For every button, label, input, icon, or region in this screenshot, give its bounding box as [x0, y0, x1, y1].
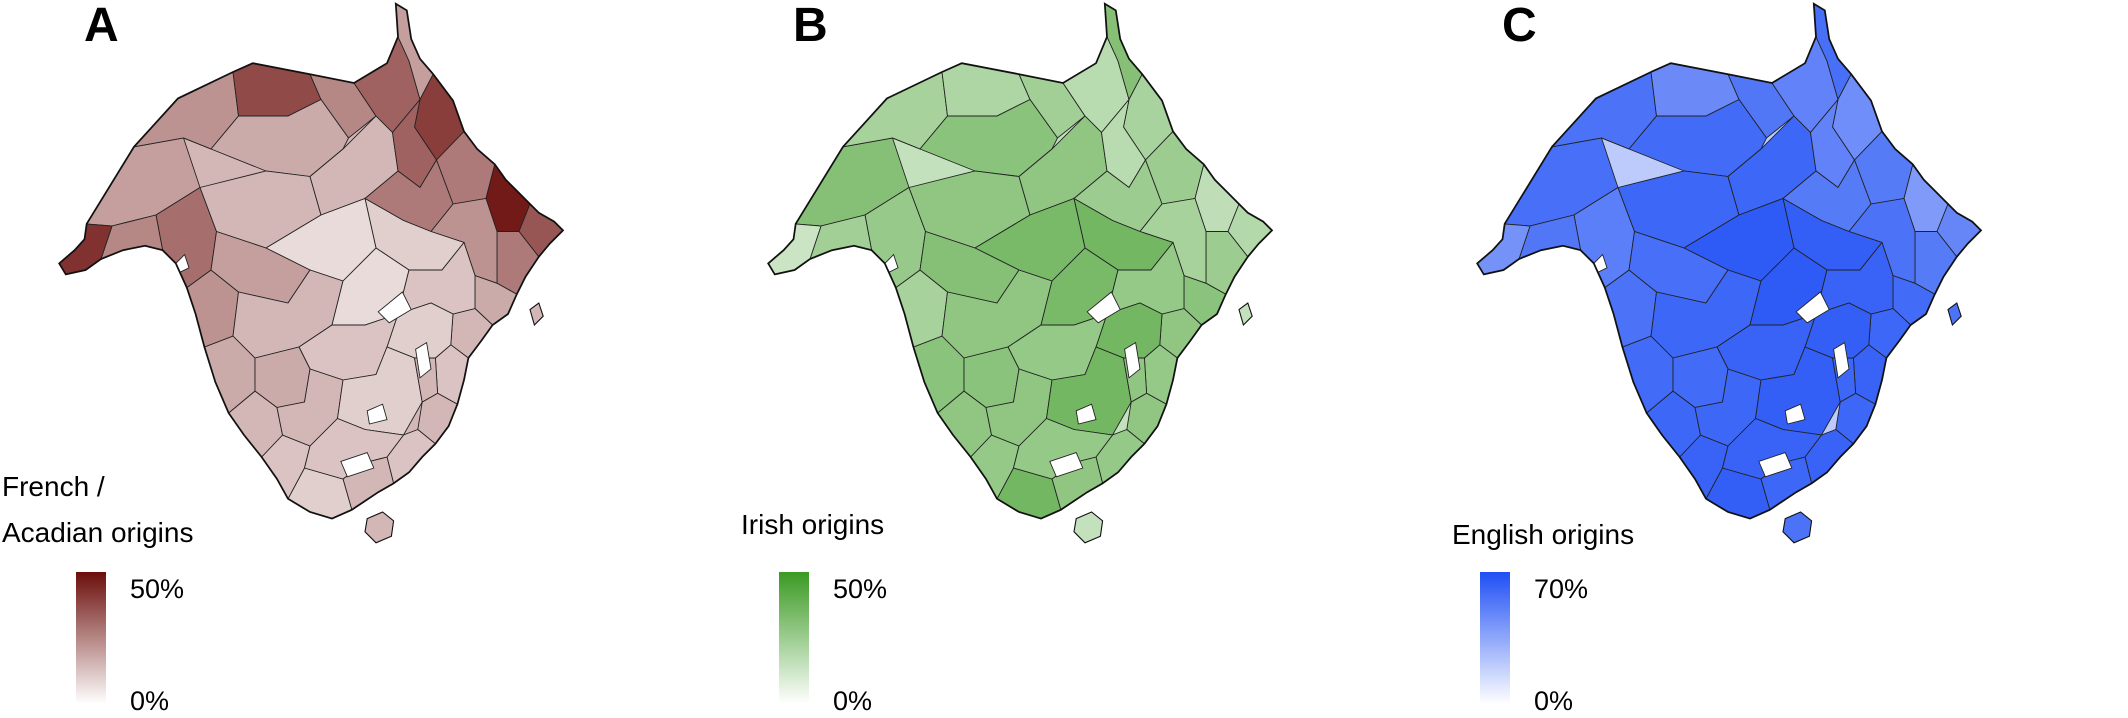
legend-min-label: 0%: [1534, 686, 1574, 716]
map-outline: [767, 2, 1274, 520]
map-island: [529, 302, 544, 327]
map-region: [892, 98, 1059, 177]
map-no-data-region: [1833, 341, 1850, 379]
panel-letter: C: [1502, 0, 1537, 52]
map-no-data-region: [1124, 341, 1141, 379]
panel-letter: B: [793, 0, 828, 52]
legend-max-label: 50%: [130, 574, 185, 604]
map-region: [183, 98, 350, 177]
choropleth-map-english: [1476, 2, 1983, 544]
map-no-data-region: [1075, 403, 1097, 425]
map-region: [1601, 98, 1768, 177]
legend-title-line1: English origins: [1452, 519, 1635, 550]
panel-b: B Irish origins 50% 0%: [709, 0, 1418, 718]
choropleth-map-french: [58, 2, 565, 544]
panel-a: A French / Acadian origins 50% 0%: [0, 0, 709, 718]
map-island: [1238, 302, 1253, 327]
map-regions: [767, 2, 1274, 544]
map-no-data-region: [1795, 291, 1830, 324]
map-no-data-region: [366, 403, 388, 425]
legend-max-label: 70%: [1534, 574, 1589, 604]
map-no-data-region: [415, 341, 432, 379]
legend-title-line2: Acadian origins: [2, 517, 194, 548]
legend-title-line1: Irish origins: [741, 509, 885, 540]
map-outline: [58, 2, 565, 520]
map-island: [1782, 511, 1813, 544]
map-regions: [58, 2, 565, 544]
legend-color-bar: [76, 572, 106, 704]
legend-title-line1: French /: [2, 471, 105, 502]
panel-letter: A: [84, 0, 119, 52]
map-no-data-region: [340, 452, 375, 478]
panel-c: C English origins 70% 0%: [1418, 0, 2127, 718]
legend-color-bar: [779, 572, 809, 704]
map-island: [364, 511, 395, 544]
map-no-data-region: [1049, 452, 1084, 478]
legend-color-bar: [1480, 572, 1510, 704]
choropleth-map-irish: [767, 2, 1274, 544]
map-no-data-region: [1784, 403, 1806, 425]
map-no-data-region: [1758, 452, 1793, 478]
map-island: [1073, 511, 1104, 544]
map-outline: [1476, 2, 1983, 520]
legend-max-label: 50%: [833, 574, 888, 604]
map-no-data-region: [1086, 291, 1121, 324]
legend-min-label: 0%: [130, 686, 170, 716]
map-no-data-region: [377, 291, 412, 324]
map-regions: [1476, 2, 1983, 544]
map-island: [1947, 302, 1962, 327]
legend-min-label: 0%: [833, 686, 873, 716]
